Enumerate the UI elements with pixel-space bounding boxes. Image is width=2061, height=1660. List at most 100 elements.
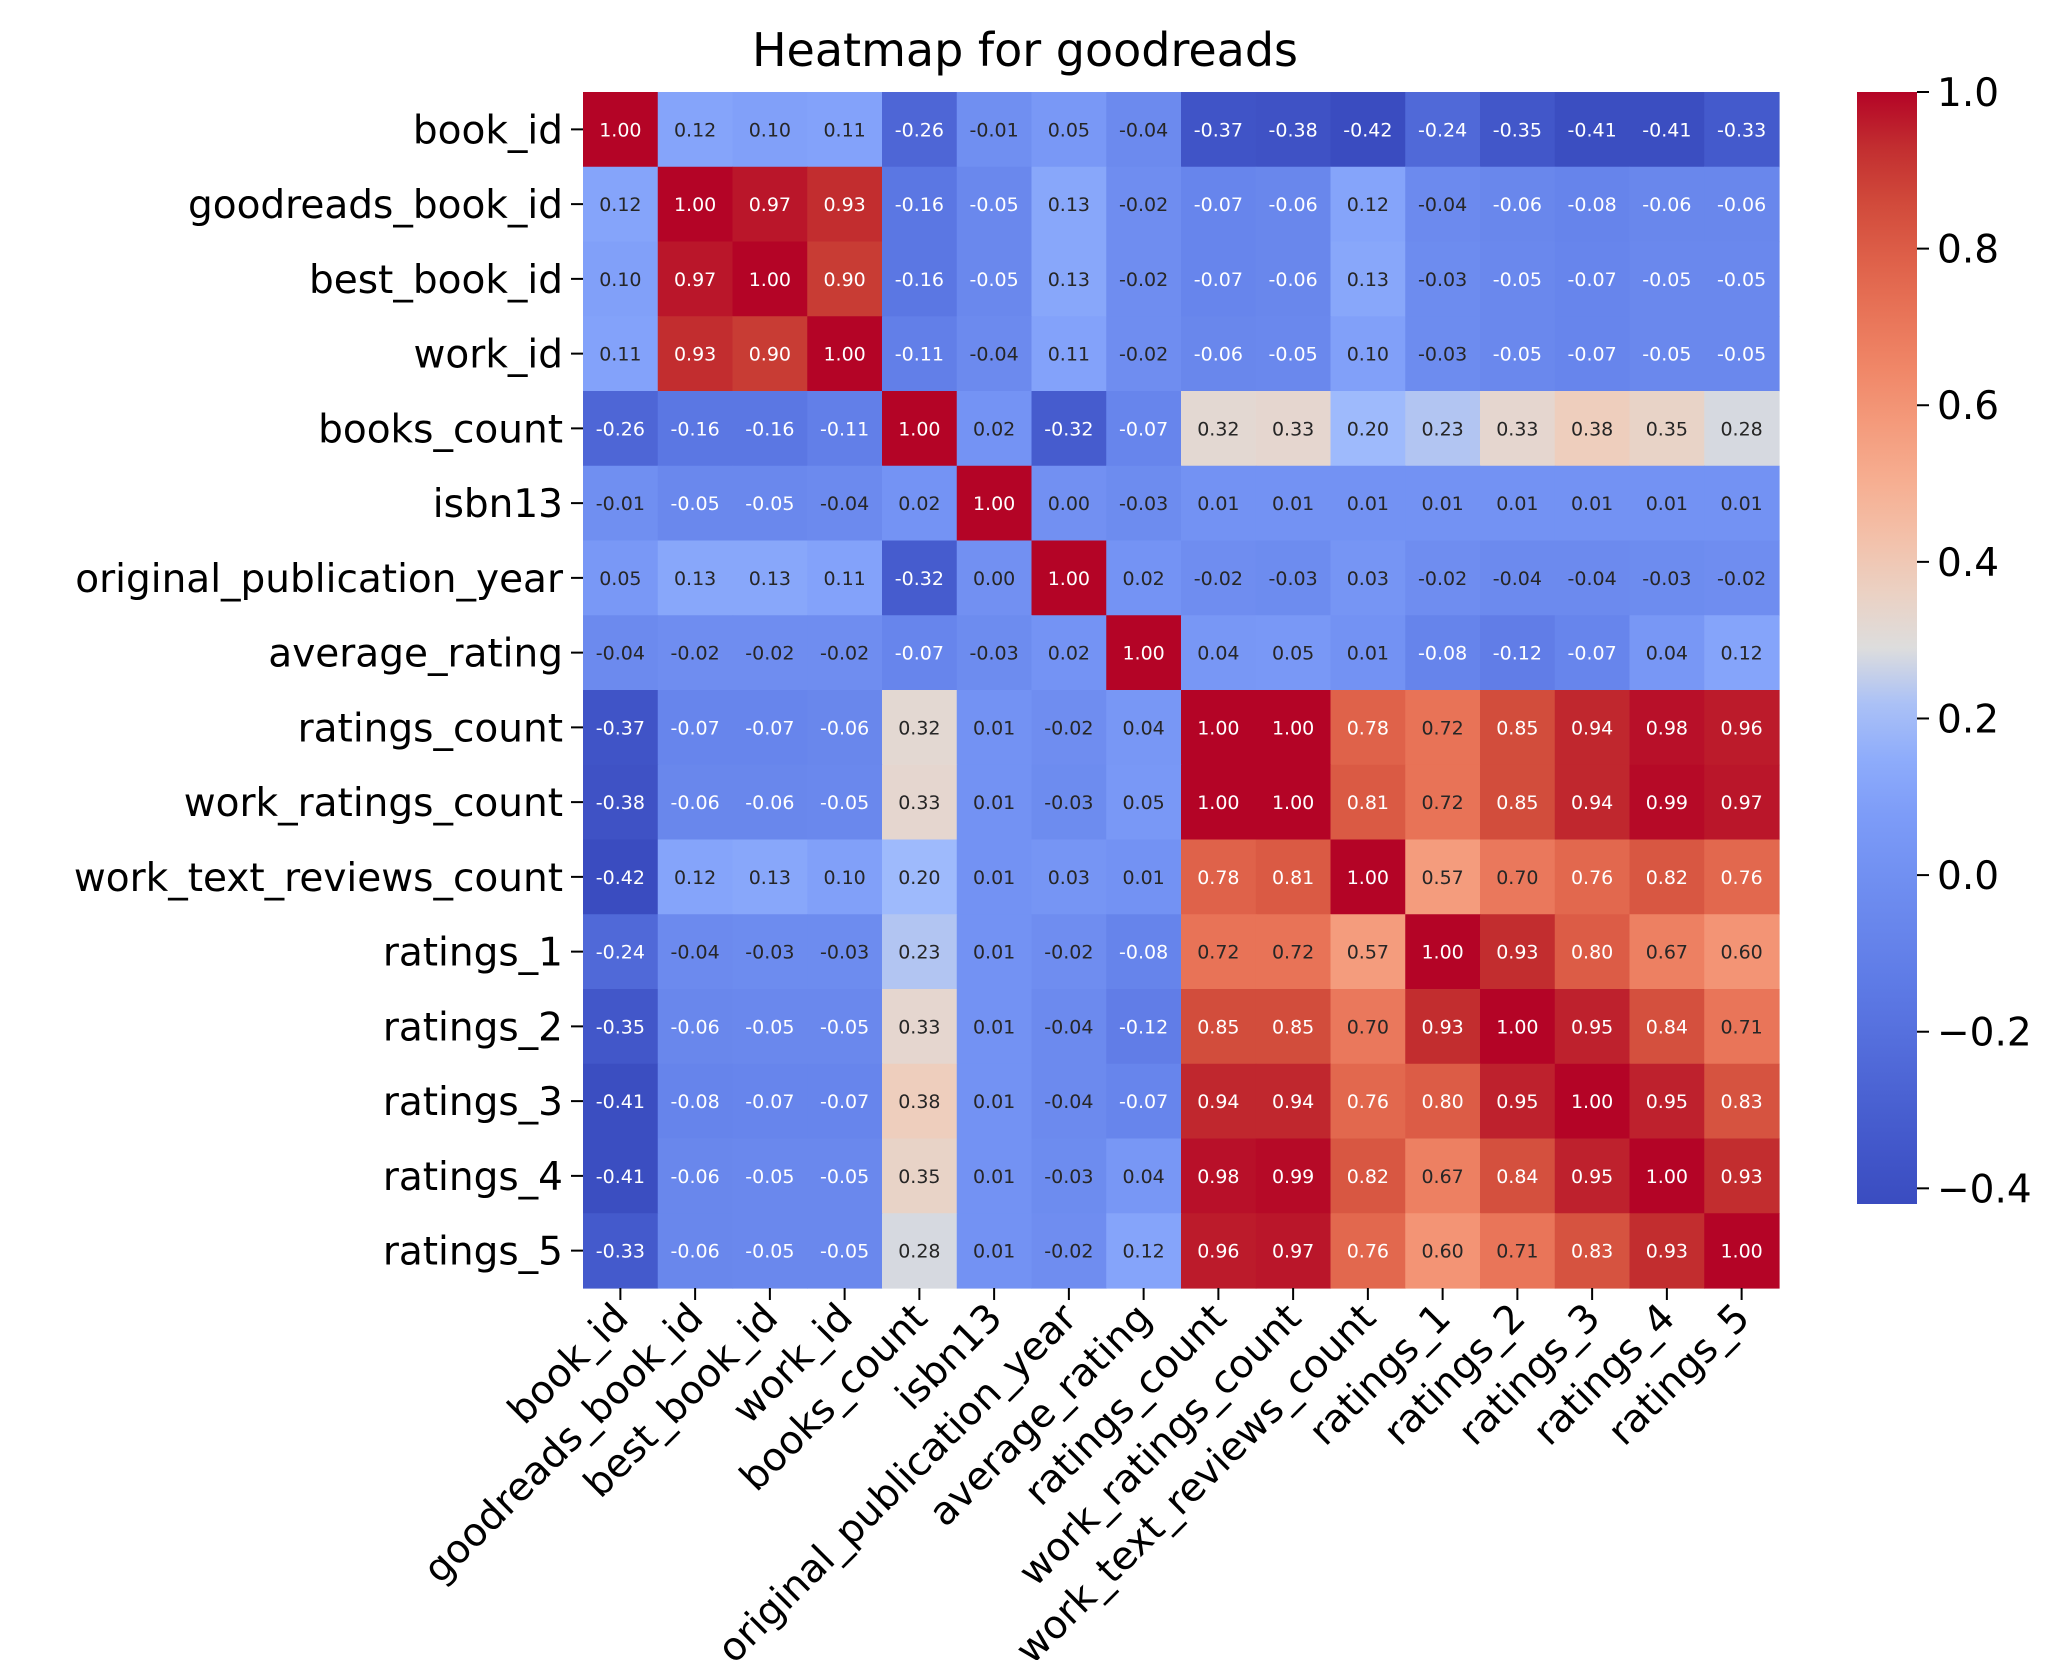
cell-value-label: -0.41 <box>596 1091 645 1113</box>
heatmap-cell <box>1704 764 1780 841</box>
heatmap-cell <box>1330 540 1406 616</box>
heatmap-cell <box>1031 1213 1107 1289</box>
cell-value-label: 0.99 <box>1646 792 1688 814</box>
y-tick-label: work_ratings_count <box>184 781 563 826</box>
heatmap-cells: 1.00 0.12 0.10 0.11 -0.26 -0.01 0.05 -0.04 -0.37… <box>583 92 1780 1289</box>
cell-value-label: 0.01 <box>1347 643 1389 665</box>
heatmap-cell <box>1704 1213 1780 1289</box>
heatmap-cell <box>882 914 958 990</box>
cell-value-label: -0.06 <box>1194 344 1243 366</box>
cell-value-label: 1.00 <box>1197 717 1239 739</box>
heatmap-cell <box>1554 391 1631 467</box>
heatmap-cell <box>732 1138 808 1214</box>
heatmap-cell <box>807 1138 883 1214</box>
heatmap-cell <box>583 764 659 841</box>
heatmap-cell <box>1405 241 1481 317</box>
cell-value-label: 0.02 <box>1048 643 1090 665</box>
cell-value-label: -0.02 <box>671 643 720 665</box>
heatmap-cell <box>1405 1138 1481 1214</box>
heatmap-cell <box>583 615 659 691</box>
cell-value-label: 0.03 <box>1347 568 1389 590</box>
heatmap-cell <box>583 989 659 1065</box>
cell-value-label: -0.16 <box>745 418 794 440</box>
cell-value-label: -0.05 <box>671 493 720 515</box>
cell-value-label: 0.04 <box>1122 1166 1164 1188</box>
cell-value-label: 1.00 <box>1646 1166 1688 1188</box>
heatmap-cell <box>732 1063 808 1140</box>
heatmap-cell <box>657 92 734 168</box>
heatmap-cell <box>1255 839 1332 915</box>
y-tick-label: isbn13 <box>433 482 563 527</box>
heatmap-cell <box>1255 1138 1332 1214</box>
heatmap-cell <box>956 540 1033 616</box>
cell-value-label: 0.57 <box>1347 942 1389 964</box>
heatmap-cell <box>956 391 1033 467</box>
heatmap-cell <box>1554 839 1631 915</box>
heatmap-cell <box>1330 839 1406 915</box>
cell-value-label: 0.82 <box>1646 867 1688 889</box>
cell-value-label: 0.80 <box>1571 942 1613 964</box>
cell-value-label: -0.05 <box>970 194 1019 216</box>
heatmap-cell <box>732 316 808 392</box>
heatmap-cell <box>583 1138 659 1214</box>
heatmap-cell <box>1554 690 1631 766</box>
heatmap-cell <box>1629 391 1705 467</box>
cell-value-label: 1.00 <box>1272 792 1314 814</box>
heatmap-cell <box>732 989 808 1065</box>
cell-value-label: -0.04 <box>671 942 720 964</box>
cell-value-label: 0.05 <box>1048 119 1090 141</box>
cell-value-label: 0.01 <box>973 867 1015 889</box>
cell-value-label: -0.05 <box>1717 344 1766 366</box>
heatmap-cell <box>1031 241 1107 317</box>
heatmap-cell <box>1106 92 1182 168</box>
cell-value-label: 1.00 <box>1720 1241 1762 1263</box>
cell-value-label: -0.05 <box>745 1166 794 1188</box>
heatmap-cell <box>1629 989 1705 1065</box>
cell-value-label: -0.04 <box>1418 194 1467 216</box>
cell-value-label: -0.04 <box>820 493 869 515</box>
cell-value-label: -0.02 <box>1119 194 1168 216</box>
heatmap-cell <box>1480 391 1556 467</box>
heatmap-cell <box>1181 1063 1257 1140</box>
cell-value-label: 0.12 <box>674 119 716 141</box>
cell-value-label: -0.04 <box>1044 1016 1093 1038</box>
heatmap-cell <box>1704 540 1780 616</box>
cell-value-label: 0.10 <box>1347 344 1389 366</box>
cell-value-label: 0.13 <box>1048 269 1090 291</box>
cell-value-label: 1.00 <box>1496 1016 1538 1038</box>
heatmap-cell <box>1330 764 1406 841</box>
heatmap-cell <box>1480 914 1556 990</box>
heatmap-cell <box>1106 391 1182 467</box>
cell-value-label: -0.02 <box>1119 344 1168 366</box>
heatmap-cell <box>1106 316 1182 392</box>
heatmap-cell <box>1480 166 1556 243</box>
cell-value-label: -0.03 <box>1418 344 1467 366</box>
cell-value-label: 0.28 <box>898 1241 940 1263</box>
cell-value-label: -0.07 <box>1568 643 1617 665</box>
heatmap-cell <box>1255 1213 1332 1289</box>
heatmap-cell <box>1405 1063 1481 1140</box>
cell-value-label: -0.06 <box>745 792 794 814</box>
cell-value-label: 0.95 <box>1571 1166 1613 1188</box>
heatmap-cell <box>1330 465 1406 542</box>
cell-value-label: -0.05 <box>1269 344 1318 366</box>
cell-value-label: 0.10 <box>749 119 791 141</box>
cell-value-label: 0.71 <box>1720 1016 1762 1038</box>
heatmap-cell <box>657 615 734 691</box>
heatmap-cell <box>882 465 958 542</box>
heatmap-cell <box>882 764 958 841</box>
cell-value-label: 0.97 <box>749 194 791 216</box>
heatmap-cell <box>882 989 958 1065</box>
heatmap-cell <box>1181 989 1257 1065</box>
colorbar-tick-label: 1.0 <box>1937 71 1999 116</box>
heatmap-cell <box>1405 839 1481 915</box>
heatmap-cell <box>1106 241 1182 317</box>
y-tick-label: work_id <box>414 333 563 378</box>
cell-value-label: -0.24 <box>1418 119 1467 141</box>
cell-value-label: -0.16 <box>895 194 944 216</box>
cell-value-label: -0.08 <box>1418 643 1467 665</box>
heatmap-cell <box>1480 1213 1556 1289</box>
cell-value-label: 0.12 <box>599 194 641 216</box>
heatmap-cell <box>657 391 734 467</box>
cell-value-label: 0.90 <box>749 344 791 366</box>
